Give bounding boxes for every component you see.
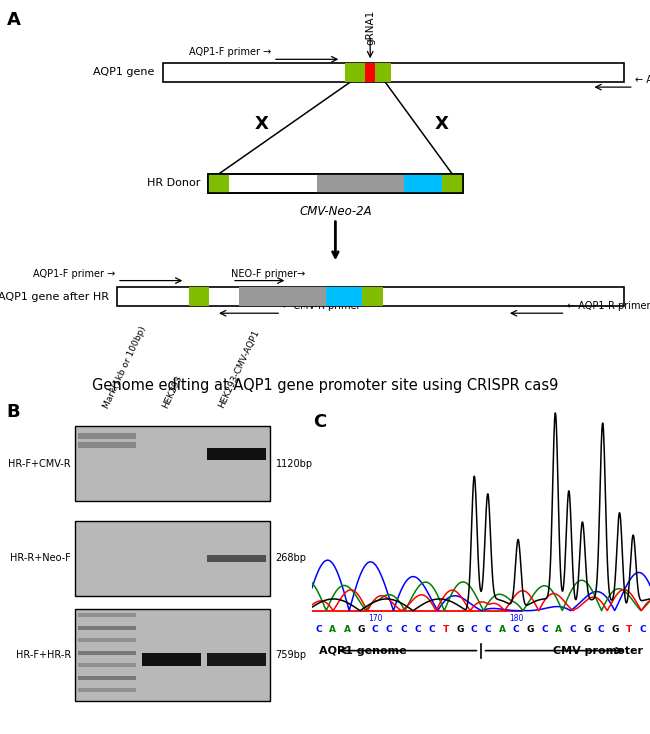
Text: C: C — [315, 625, 322, 634]
Text: ← CMV-R primer: ← CMV-R primer — [283, 302, 361, 311]
Text: A: A — [555, 625, 562, 634]
Bar — [375, 63, 391, 81]
Bar — [404, 174, 442, 193]
Text: HR Donor: HR Donor — [147, 178, 200, 189]
Bar — [77, 443, 136, 448]
Bar — [77, 614, 136, 617]
Text: CMV promoter: CMV promoter — [553, 646, 644, 655]
Text: HR-F+CMV-R: HR-F+CMV-R — [8, 459, 71, 469]
Text: CMV-Neo-2A: CMV-Neo-2A — [299, 205, 372, 217]
Text: G: G — [456, 625, 463, 634]
Text: HR-R+Neo-F: HR-R+Neo-F — [10, 553, 71, 564]
Text: AQP1 gene: AQP1 gene — [94, 68, 155, 77]
Text: NEO-F primer→: NEO-F primer→ — [231, 269, 305, 279]
Bar — [239, 287, 326, 306]
Text: C: C — [428, 625, 435, 634]
Text: AQP1 genome: AQP1 genome — [318, 646, 406, 655]
Bar — [162, 63, 624, 81]
Bar — [326, 287, 362, 306]
Text: G: G — [526, 625, 534, 634]
Text: ← AQP1-R primer: ← AQP1-R primer — [567, 302, 650, 311]
Text: C: C — [386, 625, 393, 634]
Bar — [77, 626, 136, 630]
Bar — [362, 287, 383, 306]
Text: X: X — [255, 115, 269, 133]
Text: HEK293-CMV-AQP1: HEK293-CMV-AQP1 — [217, 329, 261, 410]
Text: T: T — [626, 625, 632, 634]
Bar — [77, 651, 136, 655]
Text: HEK293: HEK293 — [161, 374, 183, 410]
Text: 170: 170 — [368, 614, 382, 623]
Text: AQP1-F primer →: AQP1-F primer → — [189, 48, 272, 57]
Bar — [75, 521, 270, 596]
Bar — [77, 639, 136, 642]
Text: A: A — [343, 625, 350, 634]
Bar — [77, 676, 136, 680]
Bar — [77, 433, 136, 439]
Bar — [207, 555, 266, 562]
Text: A: A — [499, 625, 506, 634]
Bar — [77, 664, 136, 667]
Text: HR-F+HR-R: HR-F+HR-R — [16, 650, 71, 660]
Text: 180: 180 — [509, 614, 523, 623]
Text: ← AQP1-R primer: ← AQP1-R primer — [635, 76, 650, 85]
Text: C: C — [471, 625, 477, 634]
Text: Mark(1kb or 100bp): Mark(1kb or 100bp) — [102, 324, 148, 410]
Text: G: G — [358, 625, 365, 634]
Text: C: C — [313, 413, 326, 432]
Text: C: C — [541, 625, 548, 634]
Text: C: C — [400, 625, 407, 634]
Bar — [208, 174, 229, 193]
Bar — [75, 426, 270, 501]
Text: C: C — [485, 625, 491, 634]
Text: C: C — [372, 625, 378, 634]
Bar — [442, 174, 463, 193]
Bar — [207, 653, 266, 666]
Bar — [75, 609, 270, 700]
Text: X: X — [434, 115, 448, 133]
Text: G: G — [583, 625, 590, 634]
Text: gRNA1: gRNA1 — [365, 10, 375, 45]
Text: A: A — [330, 625, 336, 634]
Text: C: C — [640, 625, 647, 634]
Text: C: C — [513, 625, 519, 634]
Text: 1120bp: 1120bp — [276, 459, 313, 469]
Text: AQP1-F primer →: AQP1-F primer → — [33, 269, 116, 279]
Bar — [208, 174, 463, 193]
Text: B: B — [6, 403, 20, 421]
Text: 759bp: 759bp — [276, 650, 307, 660]
Bar — [344, 63, 365, 81]
Bar — [77, 688, 136, 692]
Text: A: A — [6, 11, 20, 29]
Text: G: G — [612, 625, 619, 634]
Bar — [365, 63, 375, 81]
Bar — [317, 174, 404, 193]
Bar — [142, 653, 202, 666]
Text: C: C — [414, 625, 421, 634]
Bar — [207, 448, 266, 460]
Bar — [208, 174, 463, 193]
Text: AQP1 gene after HR: AQP1 gene after HR — [0, 291, 109, 302]
Bar — [188, 287, 209, 306]
Text: Genome editing at AQP1 gene promoter site using CRISPR cas9: Genome editing at AQP1 gene promoter sit… — [92, 378, 558, 393]
Bar — [117, 287, 624, 306]
Text: 268bp: 268bp — [276, 553, 307, 564]
Text: C: C — [597, 625, 604, 634]
Text: C: C — [569, 625, 576, 634]
Text: T: T — [443, 625, 449, 634]
